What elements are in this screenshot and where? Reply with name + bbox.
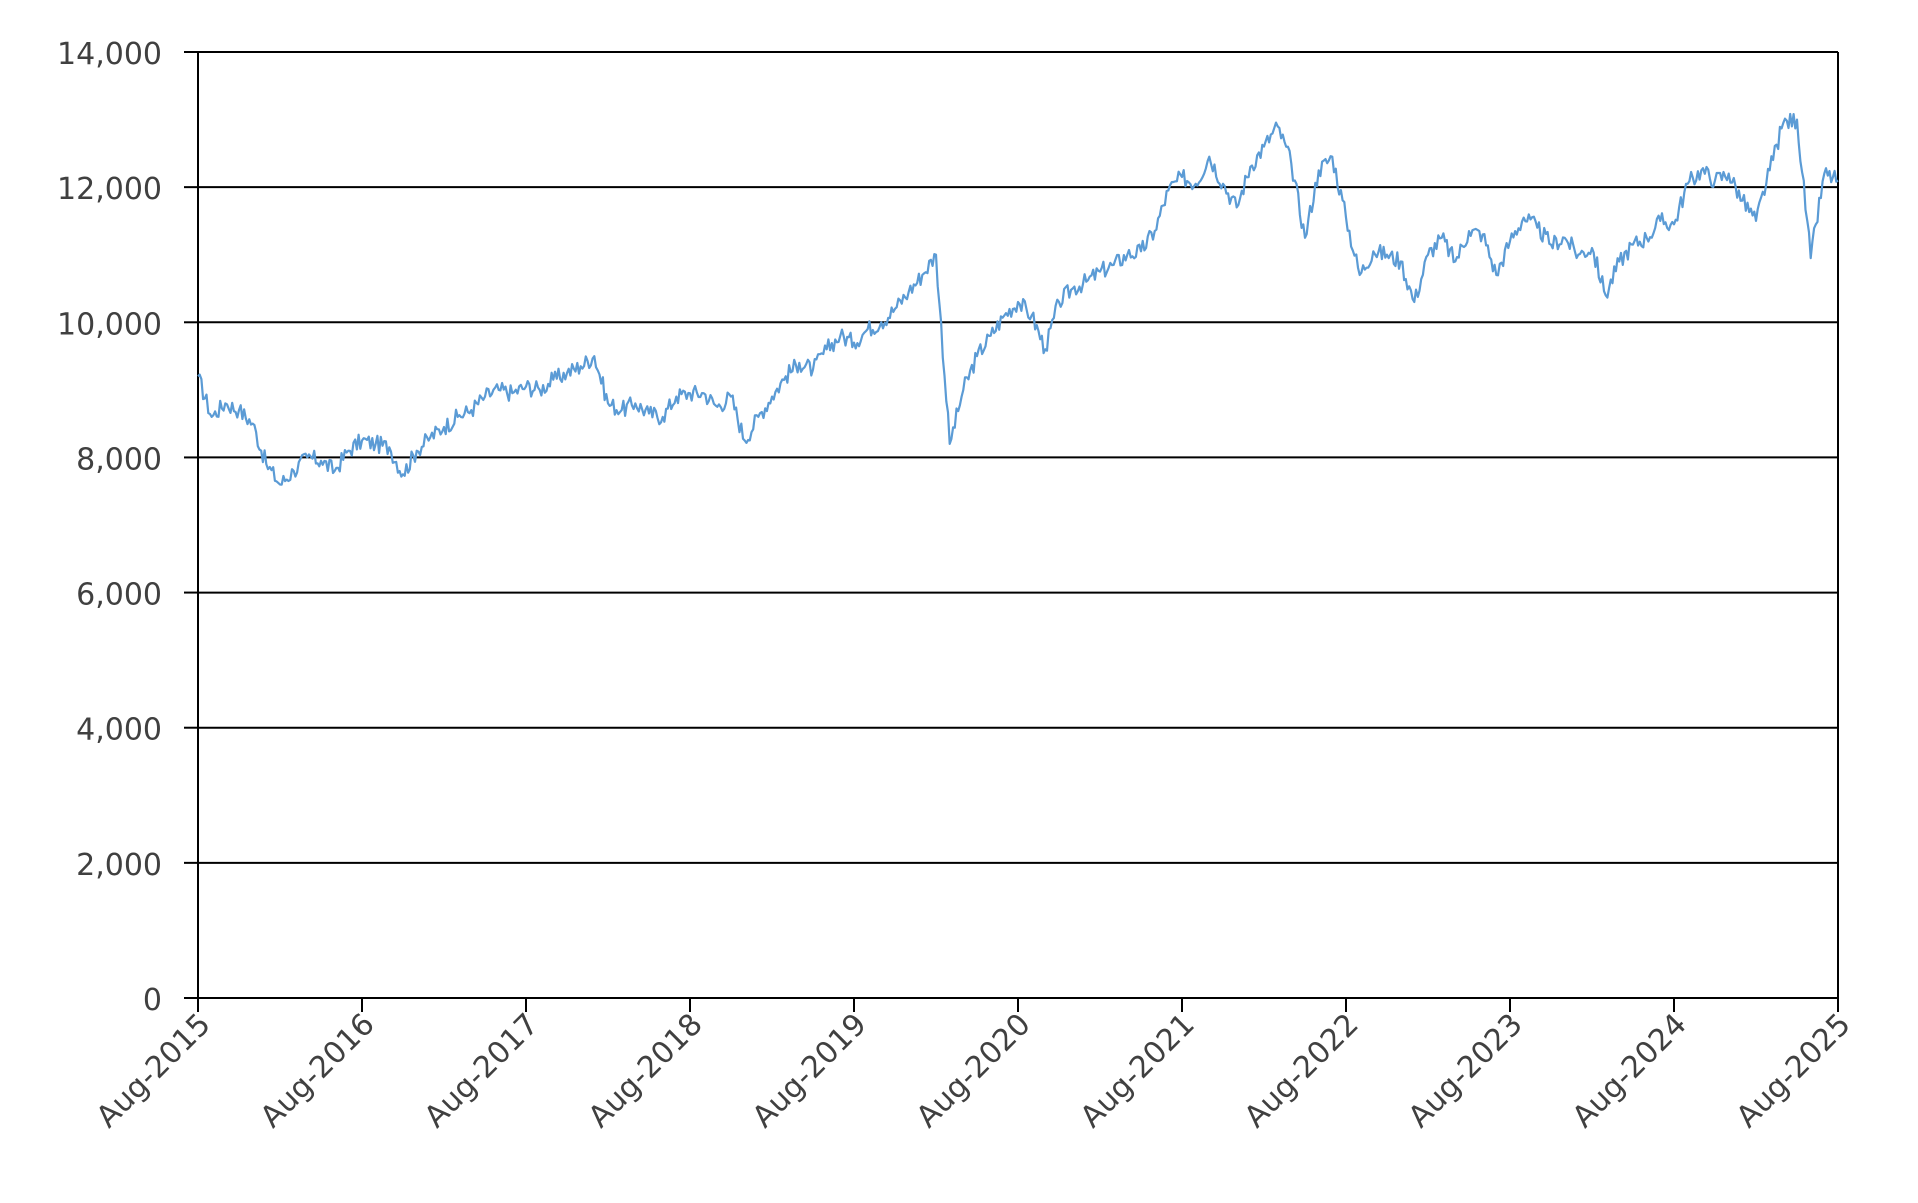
grid-layer <box>198 51 1838 999</box>
y-tick-label: 6,000 <box>76 578 162 613</box>
x-tick-label: Aug-2020 <box>910 1007 1038 1135</box>
x-tick-label: Aug-2021 <box>1074 1007 1202 1135</box>
y-tick-label: 12,000 <box>57 172 162 207</box>
series-line-0 <box>197 112 1839 486</box>
x-tick-label: Aug-2019 <box>746 1007 874 1135</box>
y-tick-label: 10,000 <box>57 307 162 342</box>
y-tick-label: 8,000 <box>76 442 162 477</box>
x-tick-label: Aug-2023 <box>1402 1007 1530 1135</box>
x-tick-label: Aug-2017 <box>418 1007 546 1135</box>
y-tick-label: 2,000 <box>76 848 162 883</box>
label-layer: 0 2,000 4,000 6,000 8,000 10,000 12,000 14,000 A… <box>57 37 1858 1135</box>
x-tick-label: Aug-2022 <box>1238 1007 1366 1135</box>
series-layer <box>197 112 1839 486</box>
x-tick-label: Aug-2024 <box>1566 1007 1694 1135</box>
y-tick-label: 4,000 <box>76 713 162 748</box>
x-tick-label: Aug-2018 <box>582 1007 710 1135</box>
x-tick-label: Aug-2016 <box>254 1007 382 1135</box>
y-tick-label: 14,000 <box>57 37 162 72</box>
y-tick-label: 0 <box>143 983 162 1018</box>
x-tick-label: Aug-2015 <box>90 1007 218 1135</box>
axis-layer <box>184 51 1839 1012</box>
x-tick-label: Aug-2025 <box>1730 1007 1858 1135</box>
